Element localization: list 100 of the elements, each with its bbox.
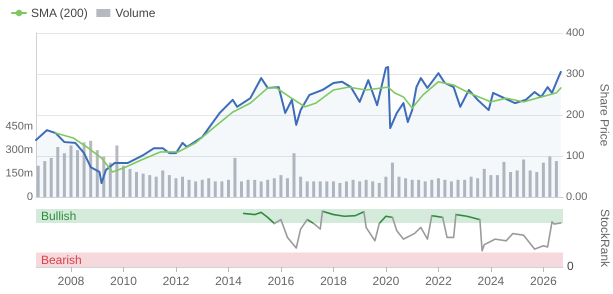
bar [194,181,198,197]
bar [312,181,316,197]
y2-tick-label: 450m [5,120,33,133]
bar [535,172,538,197]
bar [154,176,158,197]
x-tick-label: 2024 [478,274,505,288]
bar [554,161,558,197]
bar [516,170,519,197]
y-tick-label: 100 [566,150,584,162]
bar [332,181,335,197]
bar [161,170,164,197]
bar [214,181,217,197]
bar [69,145,72,197]
bar [115,145,118,197]
bar [260,181,263,197]
y-axis-title: Share Price [597,84,612,147]
bar [352,180,355,197]
legend-label: SMA (200) [31,6,88,20]
text: 0 [567,259,574,273]
bar [306,181,309,197]
bar [384,176,388,197]
bar [338,182,342,197]
bar [128,168,132,197]
bar [174,178,178,197]
bar [482,168,486,197]
bar [220,181,224,197]
x-tick-label: 2022 [425,274,452,288]
bar [450,181,453,197]
x-tick-label: 2008 [58,274,85,288]
bar [43,161,46,197]
bar [456,180,460,197]
bar [207,178,210,197]
x-tick-label: 2020 [372,274,400,288]
bar [325,181,328,197]
y-tick-label: 200 [566,109,584,121]
bar [272,178,276,197]
bar [404,178,408,197]
x-tick-label: 2010 [110,274,138,288]
y2-tick-label: 300m [5,144,33,156]
y-tick-label: 300 [566,68,584,80]
bar [96,150,99,197]
x-tick-label: 2012 [162,274,190,288]
bar [318,181,322,197]
bar [470,176,473,197]
y2-tick-label: 0 [26,191,33,203]
bar [56,147,60,197]
bar [188,180,191,197]
y-tick-label: 400 [566,27,584,39]
x-tick-label: 2018 [320,274,348,288]
bar [246,180,250,197]
band-label: Bearish [41,252,82,267]
y2-tick-label: 150m [5,168,33,180]
bar [62,153,66,197]
bar [142,174,145,197]
bar [292,153,296,197]
bar [436,178,440,197]
bar [502,162,506,197]
bar [279,175,282,197]
bar [344,181,348,197]
bar [200,180,204,197]
bar [397,176,400,197]
bar [148,175,152,197]
bar [286,178,289,197]
line-series [54,80,562,173]
bar [358,181,362,197]
bar [76,150,80,197]
band-label: Bullish [41,208,76,223]
x-tick-label: 2026 [530,274,558,288]
bar [266,180,270,197]
y-axis-title: StockRank [598,208,612,268]
bar [496,175,499,197]
y-tick-label: 0.00 [566,191,588,203]
bar [528,170,532,197]
legend-label: Volume [115,6,156,20]
bar [417,180,420,197]
bar [253,180,256,197]
x-tick-label: 2014 [215,274,242,288]
bar [410,180,414,197]
bar [180,176,184,197]
bar [168,175,171,197]
bar [489,175,492,197]
bar [548,156,552,197]
bar [135,172,138,197]
bar [542,162,545,197]
bar [476,178,480,197]
bar [390,162,394,197]
bar [364,180,368,197]
bar [378,182,381,197]
bar [36,166,40,197]
x-tick-label: 2016 [268,274,295,288]
bar [371,181,374,197]
bar [50,158,53,197]
bar [522,160,526,197]
bar [226,180,230,197]
bar [509,172,512,197]
bar [463,180,466,197]
bar [430,180,434,197]
bar [233,158,236,197]
bar [299,176,302,197]
bar [240,181,243,197]
